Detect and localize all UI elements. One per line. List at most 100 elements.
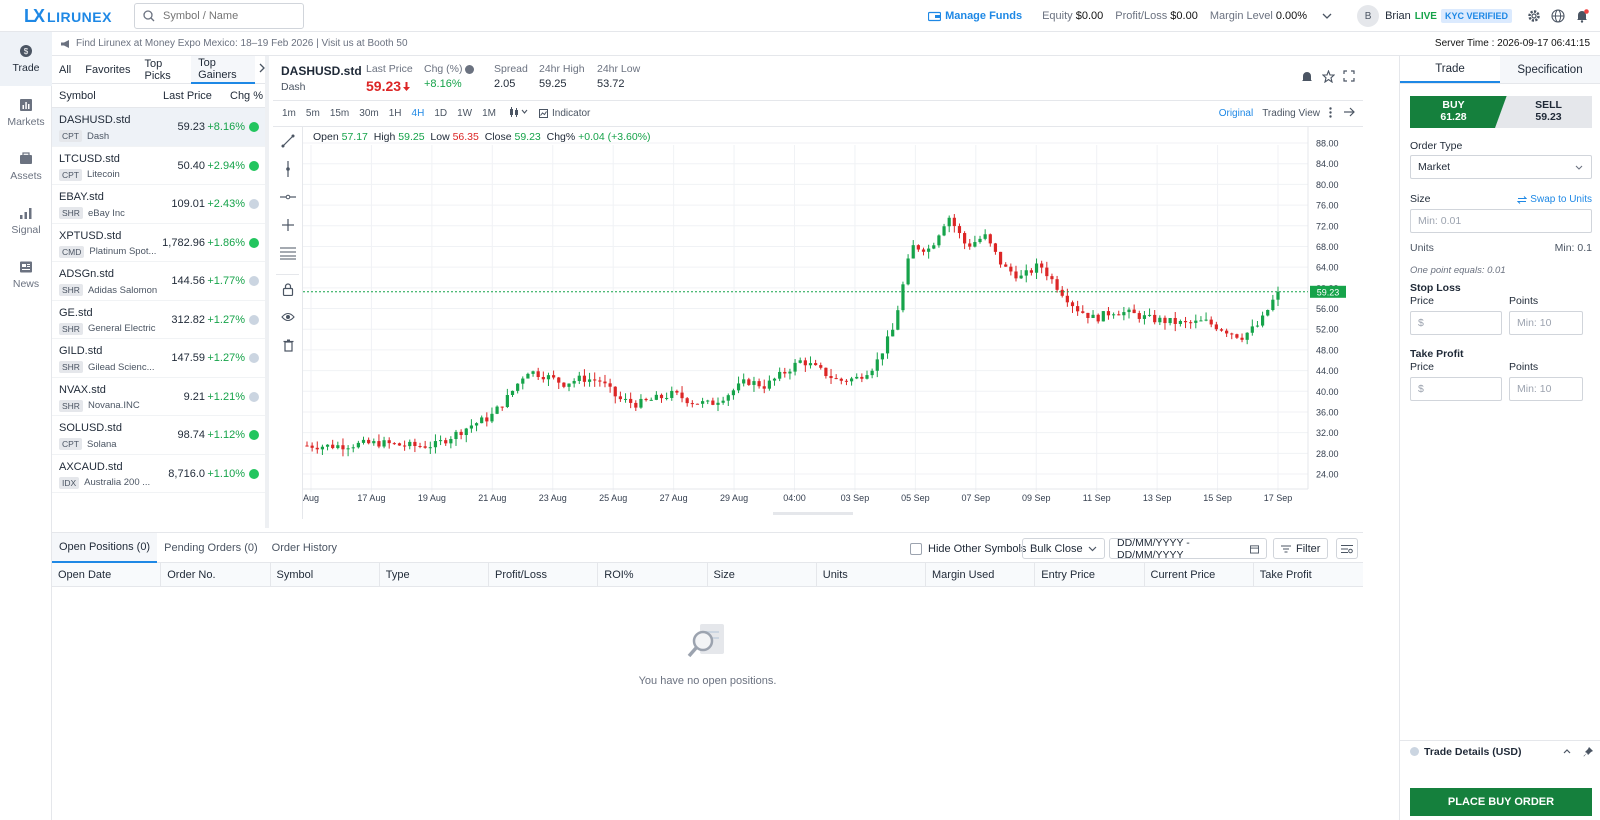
more-icon[interactable]: [1329, 106, 1332, 121]
row-symbol: LTCUSD.std: [59, 152, 120, 165]
lirunex-logo[interactable]: LX LIRUNEX: [24, 6, 112, 27]
col-chg[interactable]: Chg %: [230, 89, 264, 102]
tab-top-gainers[interactable]: Top Gainers: [191, 55, 255, 84]
sl-points-input[interactable]: Min: 10: [1509, 311, 1583, 335]
bell-icon[interactable]: [1574, 8, 1590, 24]
indicator-button[interactable]: Indicator: [539, 108, 590, 119]
chevron-right-icon[interactable]: [259, 63, 265, 76]
view-trading-view[interactable]: Trading View: [1262, 108, 1320, 119]
buy-button[interactable]: BUY 61.28: [1410, 96, 1507, 128]
nav-signal[interactable]: Signal: [0, 194, 52, 248]
candlestick-chart[interactable]: 88.0084.0080.0076.0072.0068.0064.0060.00…: [303, 127, 1363, 519]
arrow-right-icon[interactable]: [1344, 107, 1355, 120]
col-header[interactable]: Profit/Loss: [489, 562, 599, 587]
sell-button[interactable]: SELL 59.23: [1495, 96, 1592, 128]
order-type-select[interactable]: Market: [1410, 155, 1592, 179]
timeframe-1h[interactable]: 1H: [388, 108, 402, 119]
col-header[interactable]: Take Profit: [1259, 568, 1312, 581]
price-chart[interactable]: Open 57.17 High 59.25 Low 56.35 Close 59…: [303, 127, 1363, 519]
sl-price-input[interactable]: $: [1410, 311, 1502, 335]
watchlist-row[interactable]: SOLUSD.std CPT Solana 98.74 +1.12%: [52, 416, 265, 455]
col-header[interactable]: Current Price: [1145, 562, 1254, 587]
trade-details-toggle[interactable]: Trade Details (USD): [1400, 740, 1600, 762]
manage-funds-label: Manage Funds: [945, 10, 1023, 22]
col-header[interactable]: Symbol: [271, 562, 380, 587]
trash-icon[interactable]: [273, 331, 303, 359]
search-input[interactable]: [163, 10, 293, 22]
date-range-input[interactable]: DD/MM/YYYY - DD/MM/YYYY: [1109, 537, 1267, 561]
timeframe-1d[interactable]: 1D: [434, 108, 448, 119]
nav-markets[interactable]: Markets: [0, 86, 52, 140]
tab-pending-orders[interactable]: Pending Orders (0): [164, 541, 258, 554]
nav-assets[interactable]: Assets: [0, 140, 52, 194]
fullscreen-icon[interactable]: [1343, 70, 1355, 85]
fib-tool-icon[interactable]: [273, 239, 303, 267]
watchlist-row[interactable]: ADSGn.std SHR Adidas Salomon 144.56 +1.77%: [52, 262, 265, 301]
col-header[interactable]: Margin Used: [926, 562, 1036, 587]
vertical-line-tool-icon[interactable]: [273, 155, 303, 183]
trendline-tool-icon[interactable]: [273, 127, 303, 155]
timeframe-1w[interactable]: 1W: [457, 108, 473, 119]
filter-button[interactable]: Filter: [1273, 538, 1329, 559]
symbol-search[interactable]: [134, 3, 304, 29]
tp-points-input[interactable]: Min: 10: [1509, 377, 1583, 401]
tab-all[interactable]: All: [59, 63, 72, 76]
lock-icon[interactable]: [273, 275, 303, 303]
swap-to-units-link[interactable]: Swap to Units: [1517, 194, 1592, 205]
price-alert-icon[interactable]: [1301, 71, 1313, 86]
col-header[interactable]: Order No.: [161, 562, 271, 587]
timeframe-30m[interactable]: 30m: [359, 108, 379, 119]
tab-top-picks[interactable]: Top Picks: [144, 57, 171, 82]
chevron-down-icon[interactable]: [1319, 8, 1335, 24]
tab-order-history[interactable]: Order History: [271, 541, 338, 554]
tab-open-positions[interactable]: Open Positions (0): [52, 532, 158, 563]
candle-type-icon[interactable]: [509, 107, 529, 120]
watchlist-row[interactable]: LTCUSD.std CPT Litecoin 50.40 +2.94%: [52, 147, 265, 185]
size-input[interactable]: Min: 0.01: [1410, 209, 1592, 233]
tp-price-input[interactable]: $: [1410, 377, 1502, 401]
watchlist-row[interactable]: GE.std SHR General Electric 312.82 +1.27%: [52, 301, 265, 339]
tab-favorites[interactable]: Favorites: [85, 63, 131, 76]
user-name[interactable]: Brian: [1385, 10, 1411, 22]
col-header[interactable]: Type: [380, 562, 489, 587]
col-header[interactable]: Entry Price: [1035, 562, 1145, 587]
horizontal-line-tool-icon[interactable]: [273, 183, 303, 211]
pin-icon[interactable]: [1583, 746, 1593, 757]
tab-trade[interactable]: Trade: [1400, 56, 1500, 83]
col-header[interactable]: Units: [817, 562, 926, 587]
star-icon[interactable]: [1321, 69, 1336, 86]
timeframe-5m[interactable]: 5m: [305, 108, 320, 119]
watchlist-row[interactable]: NVAX.std SHR Novana.INC 9.21 +1.21%: [52, 378, 265, 416]
place-buy-order-button[interactable]: PLACE BUY ORDER: [1410, 788, 1592, 816]
watchlist-row[interactable]: DASHUSD.std CPT Dash 59.23 +8.16%: [52, 108, 265, 147]
hide-other-symbols[interactable]: Hide Other Symbols: [910, 538, 1026, 559]
nav-news[interactable]: News: [0, 248, 52, 302]
announcement-banner[interactable]: Find Lirunex at Money Expo Mexico: 18–19…: [52, 32, 1600, 56]
hide-other-checkbox[interactable]: [910, 542, 922, 555]
col-last-price[interactable]: Last Price: [163, 89, 212, 102]
gear-icon[interactable]: [1526, 8, 1542, 24]
eye-icon[interactable]: [273, 303, 303, 331]
crosshair-tool-icon[interactable]: [273, 211, 303, 239]
manage-funds-button[interactable]: Manage Funds: [928, 10, 1022, 22]
bulk-close-dropdown[interactable]: Bulk Close: [1022, 538, 1105, 559]
watchlist-row[interactable]: EBAY.std SHR eBay Inc 109.01 +2.43%: [52, 185, 265, 224]
column-settings-icon[interactable]: [1336, 538, 1358, 559]
view-original[interactable]: Original: [1218, 108, 1254, 119]
watchlist-row[interactable]: AXCAUD.std IDX Australia 200 ... 8,716.0 +1.…: [52, 455, 265, 493]
info-icon[interactable]: [465, 64, 475, 74]
timeframe-1m[interactable]: 1m: [282, 108, 296, 119]
timeframe-4h[interactable]: 4H: [411, 108, 425, 119]
avatar[interactable]: B: [1357, 5, 1380, 27]
col-header[interactable]: Size: [708, 562, 817, 587]
tab-specification[interactable]: Specification: [1500, 56, 1600, 83]
col-symbol[interactable]: Symbol: [59, 89, 96, 102]
col-header[interactable]: Open Date: [52, 562, 162, 587]
col-header[interactable]: ROI%: [598, 562, 708, 587]
timeframe-15m[interactable]: 15m: [329, 108, 350, 119]
nav-trade[interactable]: $ Trade: [0, 32, 52, 86]
watchlist-row[interactable]: GILD.std SHR Gilead Scienc... 147.59 +1.27%: [52, 339, 265, 378]
globe-icon[interactable]: [1550, 8, 1566, 24]
watchlist-row[interactable]: XPTUSD.std CMD Platinum Spot... 1,782.96 +1.…: [52, 224, 265, 262]
timeframe-1mo[interactable]: 1M: [482, 108, 497, 119]
